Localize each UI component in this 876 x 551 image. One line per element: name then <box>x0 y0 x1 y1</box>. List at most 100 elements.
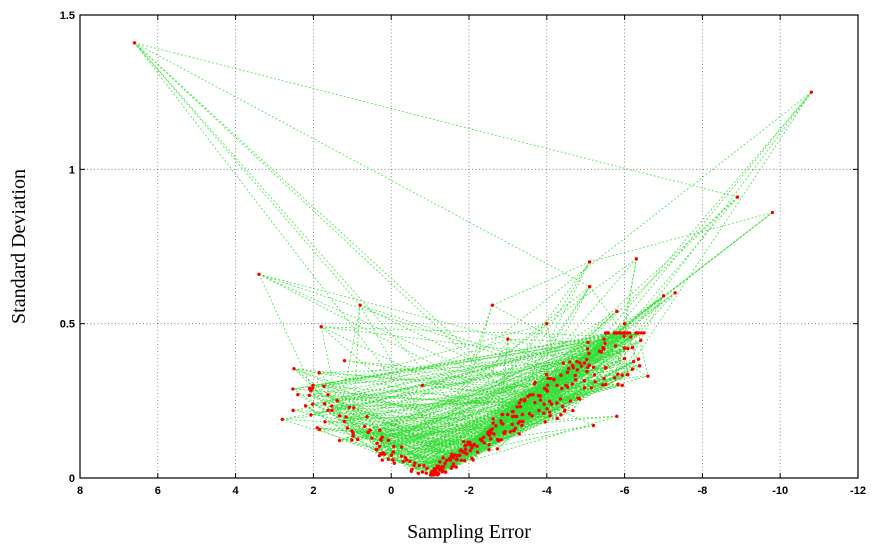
y-tick-label: 1 <box>69 164 75 176</box>
trajectory-segment <box>433 212 773 476</box>
data-point <box>391 458 395 462</box>
data-point <box>363 424 367 429</box>
data-point <box>642 331 646 335</box>
data-point <box>487 448 491 452</box>
trajectory-segment <box>312 323 547 389</box>
trajectory-segment <box>376 438 491 444</box>
data-point <box>366 430 370 434</box>
data-point <box>454 465 458 469</box>
trajectory-segment <box>589 286 624 334</box>
data-point <box>351 434 355 438</box>
data-point <box>585 347 590 351</box>
data-point <box>495 447 500 451</box>
data-point <box>621 331 626 335</box>
data-point <box>458 453 462 457</box>
x-tick-label: 6 <box>155 485 161 497</box>
trajectory-segment <box>392 459 442 469</box>
data-point <box>576 396 580 400</box>
trajectory-segment <box>401 446 438 468</box>
data-point <box>471 458 475 462</box>
data-point <box>606 331 610 335</box>
data-point <box>620 373 624 377</box>
trajectory-segment <box>339 411 550 441</box>
trajectory-segment <box>339 415 461 452</box>
trajectory-segment <box>409 347 604 462</box>
data-point <box>463 447 468 452</box>
data-point <box>573 378 578 382</box>
data-point <box>422 464 426 468</box>
trajectory-segment <box>450 338 509 457</box>
data-point <box>639 331 644 335</box>
trajectory-segment <box>489 403 552 436</box>
data-point <box>443 470 448 474</box>
data-point <box>482 435 486 439</box>
trajectory-segment <box>547 332 638 386</box>
data-point <box>506 412 510 417</box>
data-point <box>461 439 466 444</box>
data-point <box>445 458 449 462</box>
trajectory-segment <box>633 332 637 362</box>
data-point <box>615 414 619 418</box>
data-point <box>424 471 428 475</box>
trajectory-segment <box>379 286 590 456</box>
data-point <box>735 195 740 199</box>
data-point <box>463 443 468 448</box>
data-point <box>603 366 607 370</box>
data-point <box>459 458 463 463</box>
trajectory-segment <box>346 395 540 418</box>
data-point <box>543 420 547 424</box>
trajectory-segment <box>258 273 546 423</box>
data-point <box>587 351 591 356</box>
trajectory-segment <box>393 398 580 453</box>
trajectory-segment <box>376 449 467 455</box>
data-point <box>622 356 627 361</box>
trajectory-segment <box>380 361 578 441</box>
trajectory-segment <box>616 332 623 376</box>
data-point <box>626 346 630 351</box>
data-point <box>555 401 559 405</box>
trajectory-segment <box>433 374 628 476</box>
data-point <box>637 364 642 368</box>
trajectory-segment <box>382 332 615 454</box>
trajectory-segment <box>493 415 617 424</box>
trajectory-segment <box>465 416 517 454</box>
data-point <box>342 359 347 363</box>
trajectory-segment <box>503 361 634 434</box>
trajectory-segment <box>293 368 435 475</box>
data-point <box>488 428 492 432</box>
data-point <box>342 419 347 424</box>
data-point <box>370 436 374 440</box>
data-point <box>646 374 650 378</box>
data-point <box>634 257 638 261</box>
trajectory-segment <box>409 332 637 462</box>
trajectory-segment <box>507 338 568 388</box>
data-point <box>479 437 484 442</box>
trajectory-segment <box>353 407 503 425</box>
trajectory-segment <box>492 304 623 376</box>
trajectory-segment <box>393 384 623 447</box>
data-point <box>323 420 327 424</box>
y-tick-label: 0.5 <box>60 319 75 331</box>
trajectory-segment <box>379 258 637 447</box>
trajectory-segment <box>490 365 640 431</box>
trajectory-segment <box>305 405 381 454</box>
data-point <box>502 431 507 436</box>
data-point <box>490 303 495 307</box>
trajectory-segment <box>588 91 812 354</box>
data-point <box>500 412 505 417</box>
trajectory-segment <box>534 332 628 403</box>
data-point <box>408 459 412 464</box>
data-point <box>587 284 592 289</box>
data-point <box>612 331 616 335</box>
data-point <box>508 430 512 434</box>
data-point <box>432 466 437 471</box>
data-point <box>330 408 334 413</box>
trajectory-segment <box>293 368 579 399</box>
trajectory-segment <box>607 332 616 347</box>
trajectory-segment <box>382 358 625 438</box>
trajectory-segment <box>134 42 738 198</box>
data-point <box>510 409 515 414</box>
grid-lines <box>80 15 858 478</box>
trajectory-segment <box>522 387 592 422</box>
trajectory-segment <box>433 413 530 476</box>
